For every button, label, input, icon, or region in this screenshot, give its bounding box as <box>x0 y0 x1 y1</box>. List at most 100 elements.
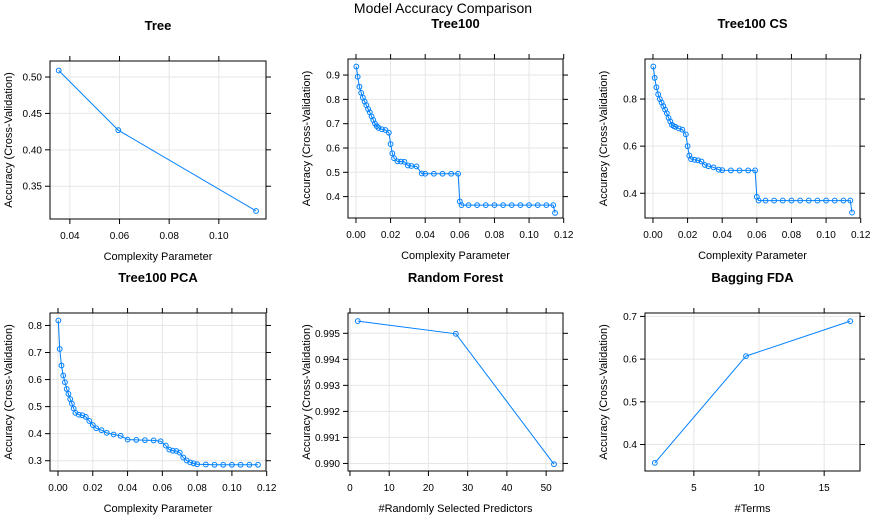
y-tick-label: 0.6 <box>28 375 42 386</box>
data-point <box>202 461 209 468</box>
x-tick-label: 0.06 <box>153 483 173 494</box>
y-tick-label: 0.4 <box>623 189 637 200</box>
data-point <box>651 74 658 81</box>
y-tick-label: 0.5 <box>28 402 42 413</box>
data-point <box>103 429 110 436</box>
data-point <box>805 197 812 204</box>
data-point <box>762 197 769 204</box>
data-point <box>211 461 218 468</box>
data-point <box>526 202 532 209</box>
y-tick-label: 0.7 <box>326 119 340 130</box>
data-point <box>190 460 197 467</box>
data-point <box>650 63 657 70</box>
data-point <box>676 125 682 132</box>
data-point <box>831 197 838 204</box>
y-tick-label: 0.45 <box>23 109 43 120</box>
data-point <box>705 163 712 170</box>
y-tick-label: 0.7 <box>28 348 42 359</box>
x-tick-label: 0.10 <box>222 483 242 494</box>
x-axis-label: Complexity Parameter <box>401 250 510 262</box>
plot-frame <box>49 312 267 472</box>
x-tick-label: 0.04 <box>415 230 435 241</box>
data-point <box>187 459 194 466</box>
data-point <box>719 167 726 174</box>
data-point <box>391 155 397 162</box>
data-point <box>404 162 411 169</box>
panel-title: Tree100 PCA <box>118 270 198 285</box>
data-point <box>394 158 401 165</box>
x-tick-label: 0.00 <box>346 230 366 241</box>
x-tick-label: 0.10 <box>519 230 539 241</box>
series-line <box>654 320 851 464</box>
data-point <box>508 202 515 209</box>
x-axis-label: Complexity Parameter <box>104 503 213 515</box>
x-tick-label: 0.08 <box>485 230 505 241</box>
series-line <box>58 70 257 212</box>
data-point <box>63 386 70 392</box>
data-point <box>491 202 498 209</box>
y-tick-label: 0.8 <box>28 321 42 332</box>
data-point <box>365 106 371 112</box>
panel-title: Random Forest <box>408 270 504 285</box>
plot-frame <box>644 58 861 219</box>
data-point <box>517 202 524 209</box>
data-point <box>779 197 786 204</box>
x-tick-label: 0.04 <box>712 230 732 241</box>
data-point <box>354 318 361 324</box>
data-point <box>550 202 557 209</box>
y-tick-label: 0.6 <box>623 355 637 366</box>
x-axis-label: Complexity Parameter <box>104 251 213 263</box>
figure-title: Model Accuracy Comparison <box>354 0 532 16</box>
chart-panel-3: 0.00 0.02 0.04 0.06 0.08 0.10 0.12 0.4 0.6 0.8 Tre… <box>598 16 871 262</box>
data-point <box>180 454 187 461</box>
data-point <box>110 431 117 438</box>
x-tick-label: 0.08 <box>187 483 207 494</box>
data-point <box>62 379 68 386</box>
data-point <box>727 167 734 174</box>
data-point <box>534 202 541 209</box>
data-point <box>358 89 365 96</box>
x-axis-label: #Terms <box>734 503 771 515</box>
y-axis-label: Accuracy (Cross-Validation) <box>598 71 610 207</box>
y-tick-label: 0.994 <box>315 355 340 366</box>
data-point <box>229 461 235 468</box>
data-point <box>679 126 686 133</box>
data-point <box>684 143 691 150</box>
plot-frame <box>347 312 564 472</box>
x-tick-label: 0.04 <box>60 231 80 242</box>
data-point <box>849 209 855 216</box>
x-tick-label: 20 <box>423 483 435 494</box>
x-tick-label: 10 <box>384 483 396 494</box>
y-tick-label: 0.993 <box>315 381 340 392</box>
data-point <box>797 197 804 204</box>
data-point <box>133 436 140 443</box>
data-point <box>56 346 63 352</box>
data-point <box>543 202 550 209</box>
y-tick-label: 0.4 <box>326 192 340 203</box>
x-tick-label: 0 <box>347 483 353 494</box>
chart-panel-2: 0.00 0.02 0.04 0.06 0.08 0.10 0.12 0.4 0.5 0.6 0.7… <box>301 16 574 262</box>
data-point <box>385 129 392 136</box>
x-tick-label: 0.02 <box>381 230 401 241</box>
data-point <box>823 197 829 204</box>
data-point <box>255 461 261 468</box>
data-point <box>55 317 62 324</box>
data-point <box>448 170 455 177</box>
data-point <box>82 413 89 420</box>
y-tick-label: 0.4 <box>623 440 637 451</box>
chart-panel-5: 0 10 20 30 40 50 0.990 0.991 0.992 0.993 0.994 0.99… <box>301 270 568 515</box>
series-line <box>57 320 258 466</box>
data-point <box>788 197 795 204</box>
y-tick-label: 0.35 <box>23 182 43 193</box>
data-point <box>89 422 96 428</box>
data-point <box>373 123 380 130</box>
data-point <box>418 170 425 177</box>
y-axis-label: Accuracy (Cross-Validation) <box>301 71 313 207</box>
series-line <box>652 66 853 213</box>
x-tick-label: 0.02 <box>83 483 103 494</box>
y-axis-label: Accuracy (Cross-Validation) <box>3 324 15 460</box>
data-point <box>715 166 722 173</box>
data-point <box>814 197 821 204</box>
data-point <box>413 163 420 170</box>
